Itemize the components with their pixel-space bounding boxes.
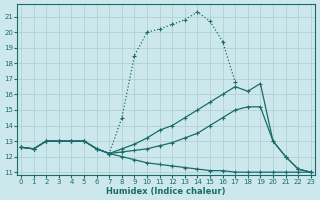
X-axis label: Humidex (Indice chaleur): Humidex (Indice chaleur)	[106, 187, 226, 196]
